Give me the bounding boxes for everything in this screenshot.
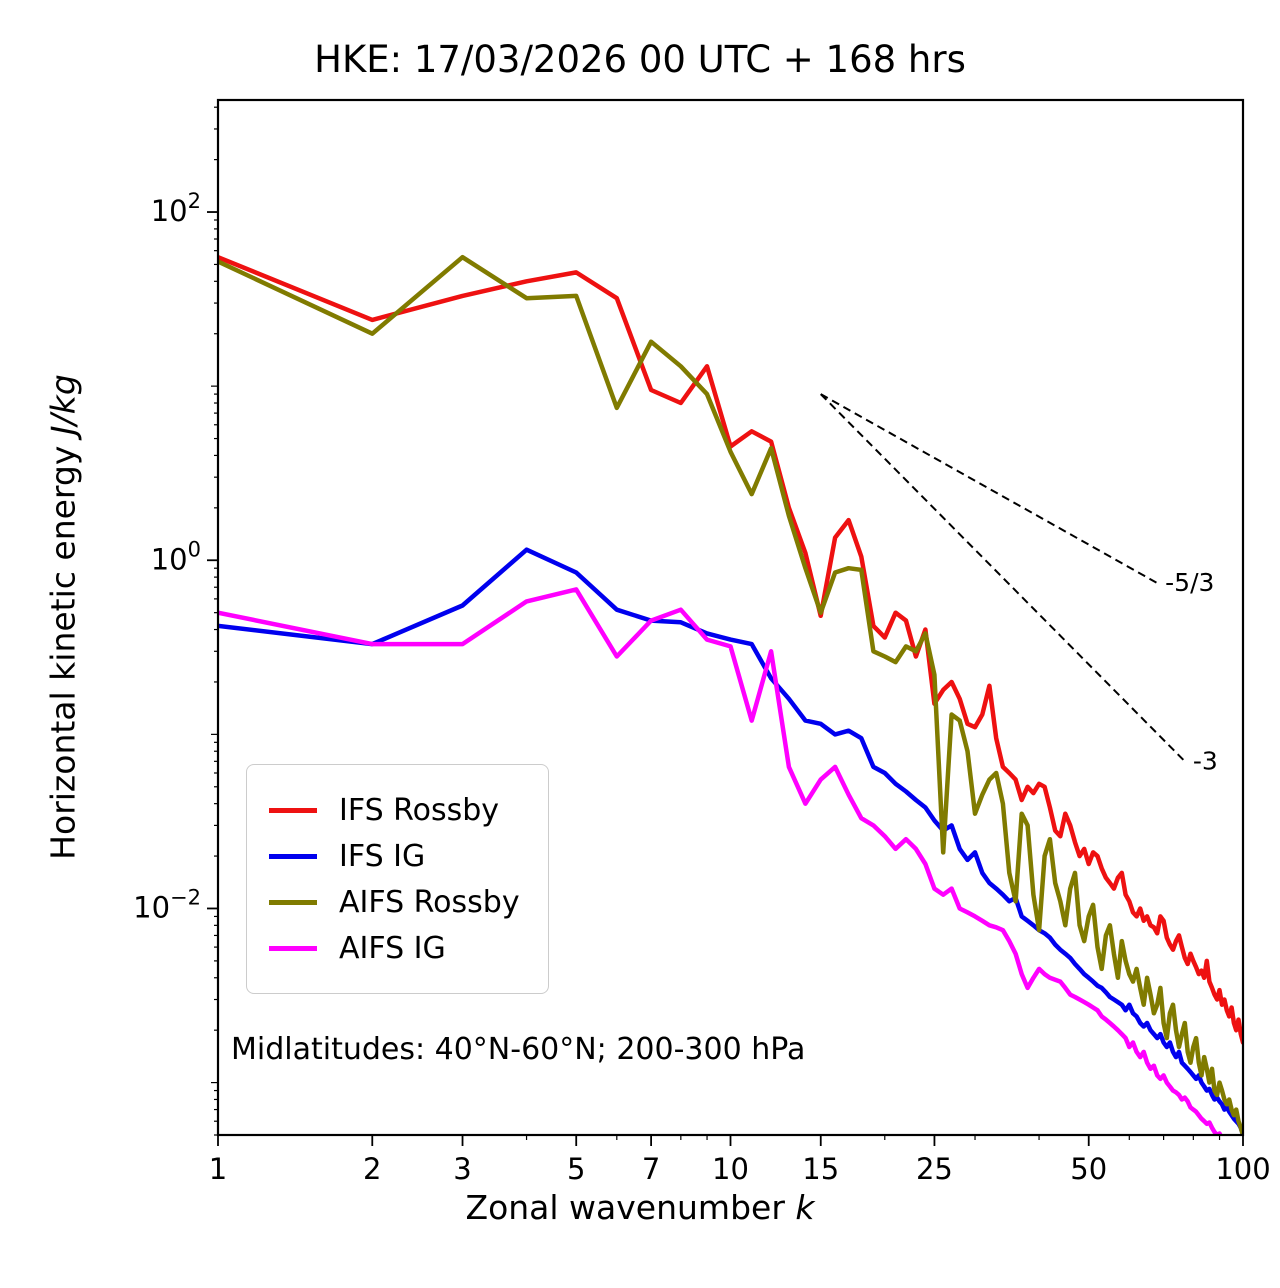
- legend-item: AIFS Rossby: [269, 884, 520, 920]
- legend-label-aifs-rossby: AIFS Rossby: [339, 884, 520, 920]
- chart-title: HKE: 17/03/2026 00 UTC + 168 hrs: [314, 38, 966, 81]
- slope-reference-line: [820, 393, 1186, 763]
- legend-swatch-aifs-ig: [269, 945, 317, 951]
- legend-label-ifs-ig: IFS IG: [339, 838, 426, 874]
- x-tick-label: 2: [363, 1152, 381, 1186]
- legend-swatch-aifs-rossby: [269, 899, 317, 905]
- legend: IFS Rossby IFS IG AIFS Rossby AIFS IG: [246, 764, 549, 994]
- slope-label: -3: [1193, 746, 1218, 775]
- legend-item: AIFS IG: [269, 930, 520, 966]
- x-tick-label: 50: [1070, 1152, 1107, 1186]
- annotation-region: Midlatitudes: 40°N-60°N; 200-300 hPa: [231, 1032, 806, 1067]
- y-axis-label-units: J/kg: [43, 374, 83, 436]
- series-ifs-rossby: [218, 254, 1243, 1045]
- x-axis-label: Zonal wavenumber k: [0, 1188, 1280, 1227]
- legend-item: IFS IG: [269, 838, 520, 874]
- slope-label: -5/3: [1165, 568, 1214, 597]
- slope-reference-line: [820, 393, 1158, 584]
- y-axis-label-text: Horizontal kinetic energy: [43, 435, 83, 860]
- series-aifs-ig: [218, 587, 1223, 1135]
- legend-label-ifs-rossby: IFS Rossby: [339, 792, 500, 828]
- x-tick-label: 1: [209, 1152, 227, 1186]
- series-aifs-rossby: [218, 254, 1243, 1135]
- series-ifs-ig: [218, 547, 1243, 1135]
- x-tick-label: 7: [642, 1152, 660, 1186]
- y-tick-label: 100: [151, 537, 201, 576]
- x-tick-label: 15: [802, 1152, 839, 1186]
- x-axis-label-symbol: k: [795, 1188, 815, 1227]
- x-tick-label: 100: [1215, 1152, 1270, 1186]
- legend-swatch-ifs-ig: [269, 853, 317, 859]
- plot-area: [216, 98, 1245, 1137]
- y-axis-label: Horizontal kinetic energy J/kg: [44, 374, 83, 860]
- x-tick-label: 3: [453, 1152, 471, 1186]
- legend-item: IFS Rossby: [269, 792, 520, 828]
- x-tick-label: 25: [916, 1152, 953, 1186]
- y-tick-label: 10−2: [133, 885, 201, 924]
- x-tick-label: 10: [712, 1152, 749, 1186]
- legend-swatch-ifs-rossby: [269, 807, 317, 813]
- legend-label-aifs-ig: AIFS IG: [339, 930, 446, 966]
- x-axis-label-text: Zonal wavenumber: [465, 1188, 796, 1227]
- y-tick-label: 102: [151, 189, 201, 228]
- x-tick-label: 5: [567, 1152, 585, 1186]
